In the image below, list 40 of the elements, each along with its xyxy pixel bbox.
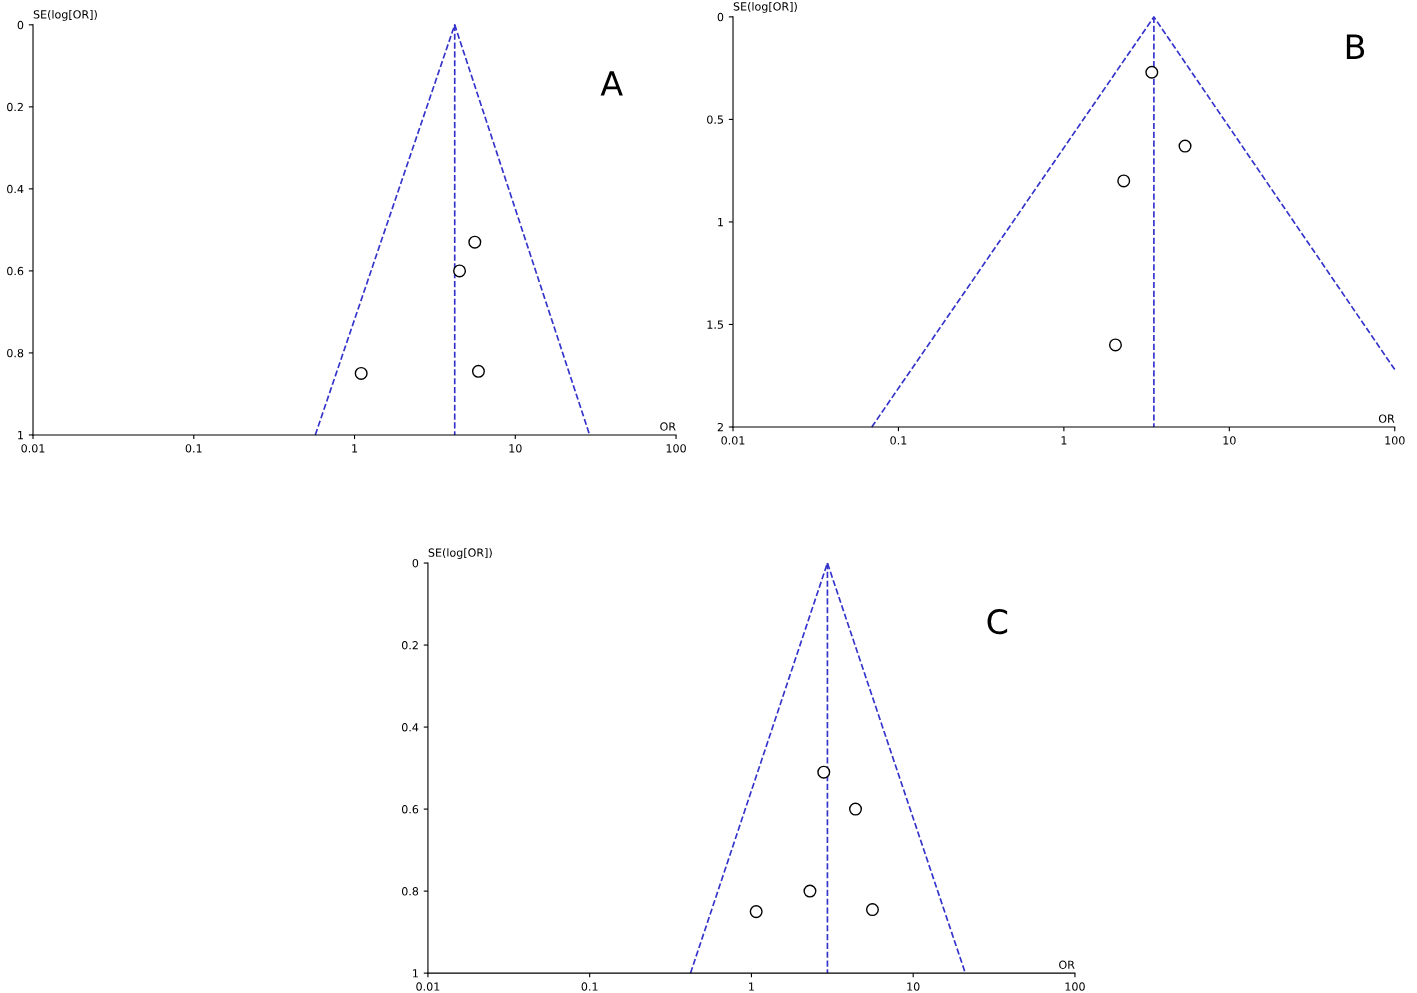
y-tick-label: 0 [717, 12, 724, 22]
y-tick-label: 1.5 [707, 320, 724, 329]
x-tick-label: 100 [666, 444, 686, 453]
y-tick-label: 0.2 [7, 102, 23, 112]
y-axis-title: SE(log[OR]) [733, 2, 797, 13]
x-tick-label: 0.1 [890, 436, 907, 445]
x-tick-label: 100 [1065, 982, 1085, 991]
annotation: B [1346, 34, 1365, 59]
y-axis-title: SE(log[OR]) [33, 9, 97, 21]
x-tick-label: 0.01 [721, 436, 745, 445]
x-axis-title: OR [660, 422, 676, 431]
x-tick-label: 0.01 [21, 444, 45, 453]
y-tick-label: 0.4 [7, 184, 24, 194]
x-tick-label: 10 [509, 444, 522, 453]
x-tick-label: 1 [352, 444, 358, 453]
x-tick-label: 1 [1061, 436, 1067, 445]
y-tick-label: 0.4 [401, 723, 419, 732]
x-tick-label: 10 [1223, 436, 1236, 445]
y-tick-label: 0.8 [7, 348, 24, 358]
y-tick-label: 2 [717, 422, 723, 432]
annotation: C [987, 609, 1008, 635]
x-tick-label: 10 [907, 982, 920, 991]
y-tick-label: 0.5 [707, 115, 724, 124]
x-tick-label: 0.1 [581, 982, 598, 991]
x-axis-title: OR [1378, 414, 1395, 423]
y-tick-label: 0.2 [401, 641, 418, 650]
y-tick-label: 0.8 [401, 887, 419, 896]
y-tick-label: 0 [412, 559, 419, 568]
x-tick-label: 1 [749, 982, 754, 991]
y-axis-title: SE(log[OR]) [428, 548, 492, 559]
y-tick-label: 0.6 [401, 805, 419, 814]
y-tick-label: 1 [718, 218, 723, 227]
y-tick-label: 1 [413, 969, 418, 978]
x-tick-label: 0.01 [416, 982, 440, 991]
y-tick-label: 0.6 [7, 266, 24, 276]
x-axis-title: OR [1059, 960, 1075, 969]
y-tick-label: 0 [17, 20, 24, 30]
x-tick-label: 0.1 [185, 444, 202, 453]
annotation: A [600, 71, 623, 96]
x-tick-label: 100 [1385, 436, 1405, 445]
